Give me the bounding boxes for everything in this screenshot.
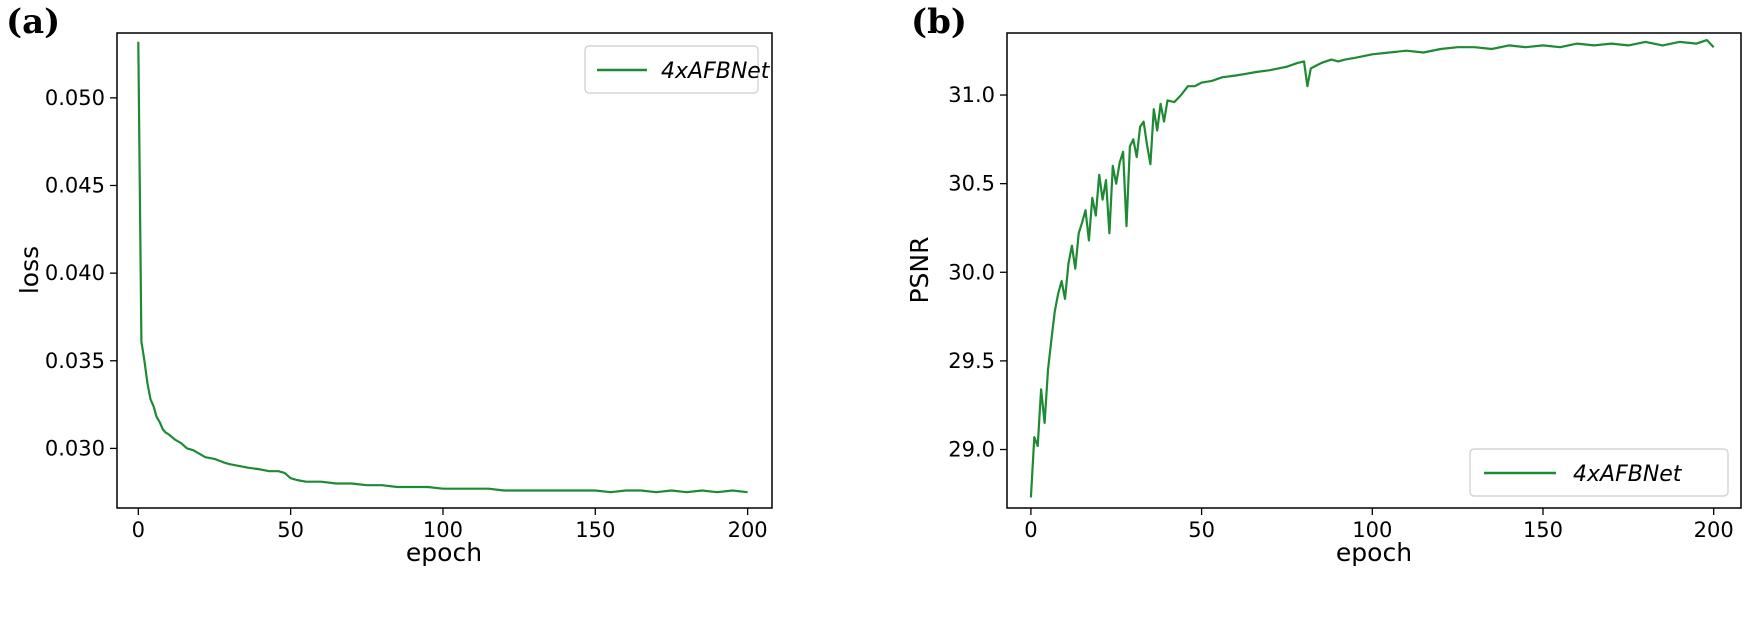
- psnr-x-tick-label: 100: [1352, 518, 1392, 542]
- loss-chart-panel: (a) 0 50 100 150 200 0.0300.0350.0400.0450.0…: [6, 2, 773, 567]
- psnr-plot-frame: [1006, 32, 1742, 509]
- loss-x-tick-label: 0: [132, 518, 145, 542]
- psnr-y-ticks: 29.0 29.5 30.0 30.5 31.0: [948, 83, 1007, 462]
- loss-legend: 4xAFBNet: [584, 45, 771, 94]
- loss-x-tick-label: 100: [423, 518, 463, 542]
- psnr-y-tick-label: 30.0: [948, 260, 995, 284]
- psnr-x-axis-label: epoch: [1336, 538, 1412, 567]
- psnr-x-ticks: 0 50 100 150 200: [1024, 508, 1734, 542]
- loss-x-tick-label: 200: [728, 518, 768, 542]
- loss-series-line: [137, 41, 748, 494]
- loss-y-axis-label: loss: [15, 246, 44, 294]
- loss-x-axis-label: epoch: [406, 538, 482, 567]
- loss-y-tick-label: 0.050: [45, 86, 105, 110]
- psnr-y-tick-label: 30.5: [948, 172, 995, 196]
- psnr-series-line: [1029, 39, 1715, 498]
- psnr-legend: 4xAFBNet: [1469, 448, 1729, 497]
- psnr-y-tick-label: 31.0: [948, 83, 995, 107]
- loss-y-tick-label: 0.030: [45, 436, 105, 460]
- psnr-y-tick-label: 29.0: [948, 438, 995, 462]
- psnr-x-tick-label: 200: [1694, 518, 1734, 542]
- panel-label-a: (a): [6, 2, 60, 42]
- panel-label-b: (b): [911, 2, 967, 42]
- loss-legend-box: [584, 45, 759, 94]
- loss-x-tick-label: 50: [277, 518, 304, 542]
- psnr-legend-label: 4xAFBNet: [1573, 462, 1683, 487]
- loss-x-tick-label: 150: [575, 518, 615, 542]
- psnr-x-tick-label: 0: [1024, 518, 1037, 542]
- loss-legend-label: 4xAFBNet: [661, 59, 771, 84]
- loss-y-tick-label: 0.040: [45, 261, 105, 285]
- psnr-legend-box: [1469, 448, 1729, 497]
- loss-x-ticks: 0 50 100 150 200: [132, 508, 768, 542]
- loss-y-ticks: 0.030 0.035 0.040 0.045 0.050: [45, 86, 117, 460]
- psnr-x-tick-label: 50: [1188, 518, 1215, 542]
- loss-y-tick-label: 0.045: [45, 173, 105, 197]
- psnr-x-tick-label: 150: [1523, 518, 1563, 542]
- loss-y-tick-label: 0.035: [45, 349, 105, 373]
- loss-plot-frame: [116, 32, 773, 509]
- psnr-y-tick-label: 29.5: [948, 349, 995, 373]
- psnr-chart-panel: (b) 0 50 100 150 200 29.0 29.5 30.0 30.5 31.0 ep…: [905, 2, 1742, 567]
- psnr-y-axis-label: PSNR: [905, 236, 934, 303]
